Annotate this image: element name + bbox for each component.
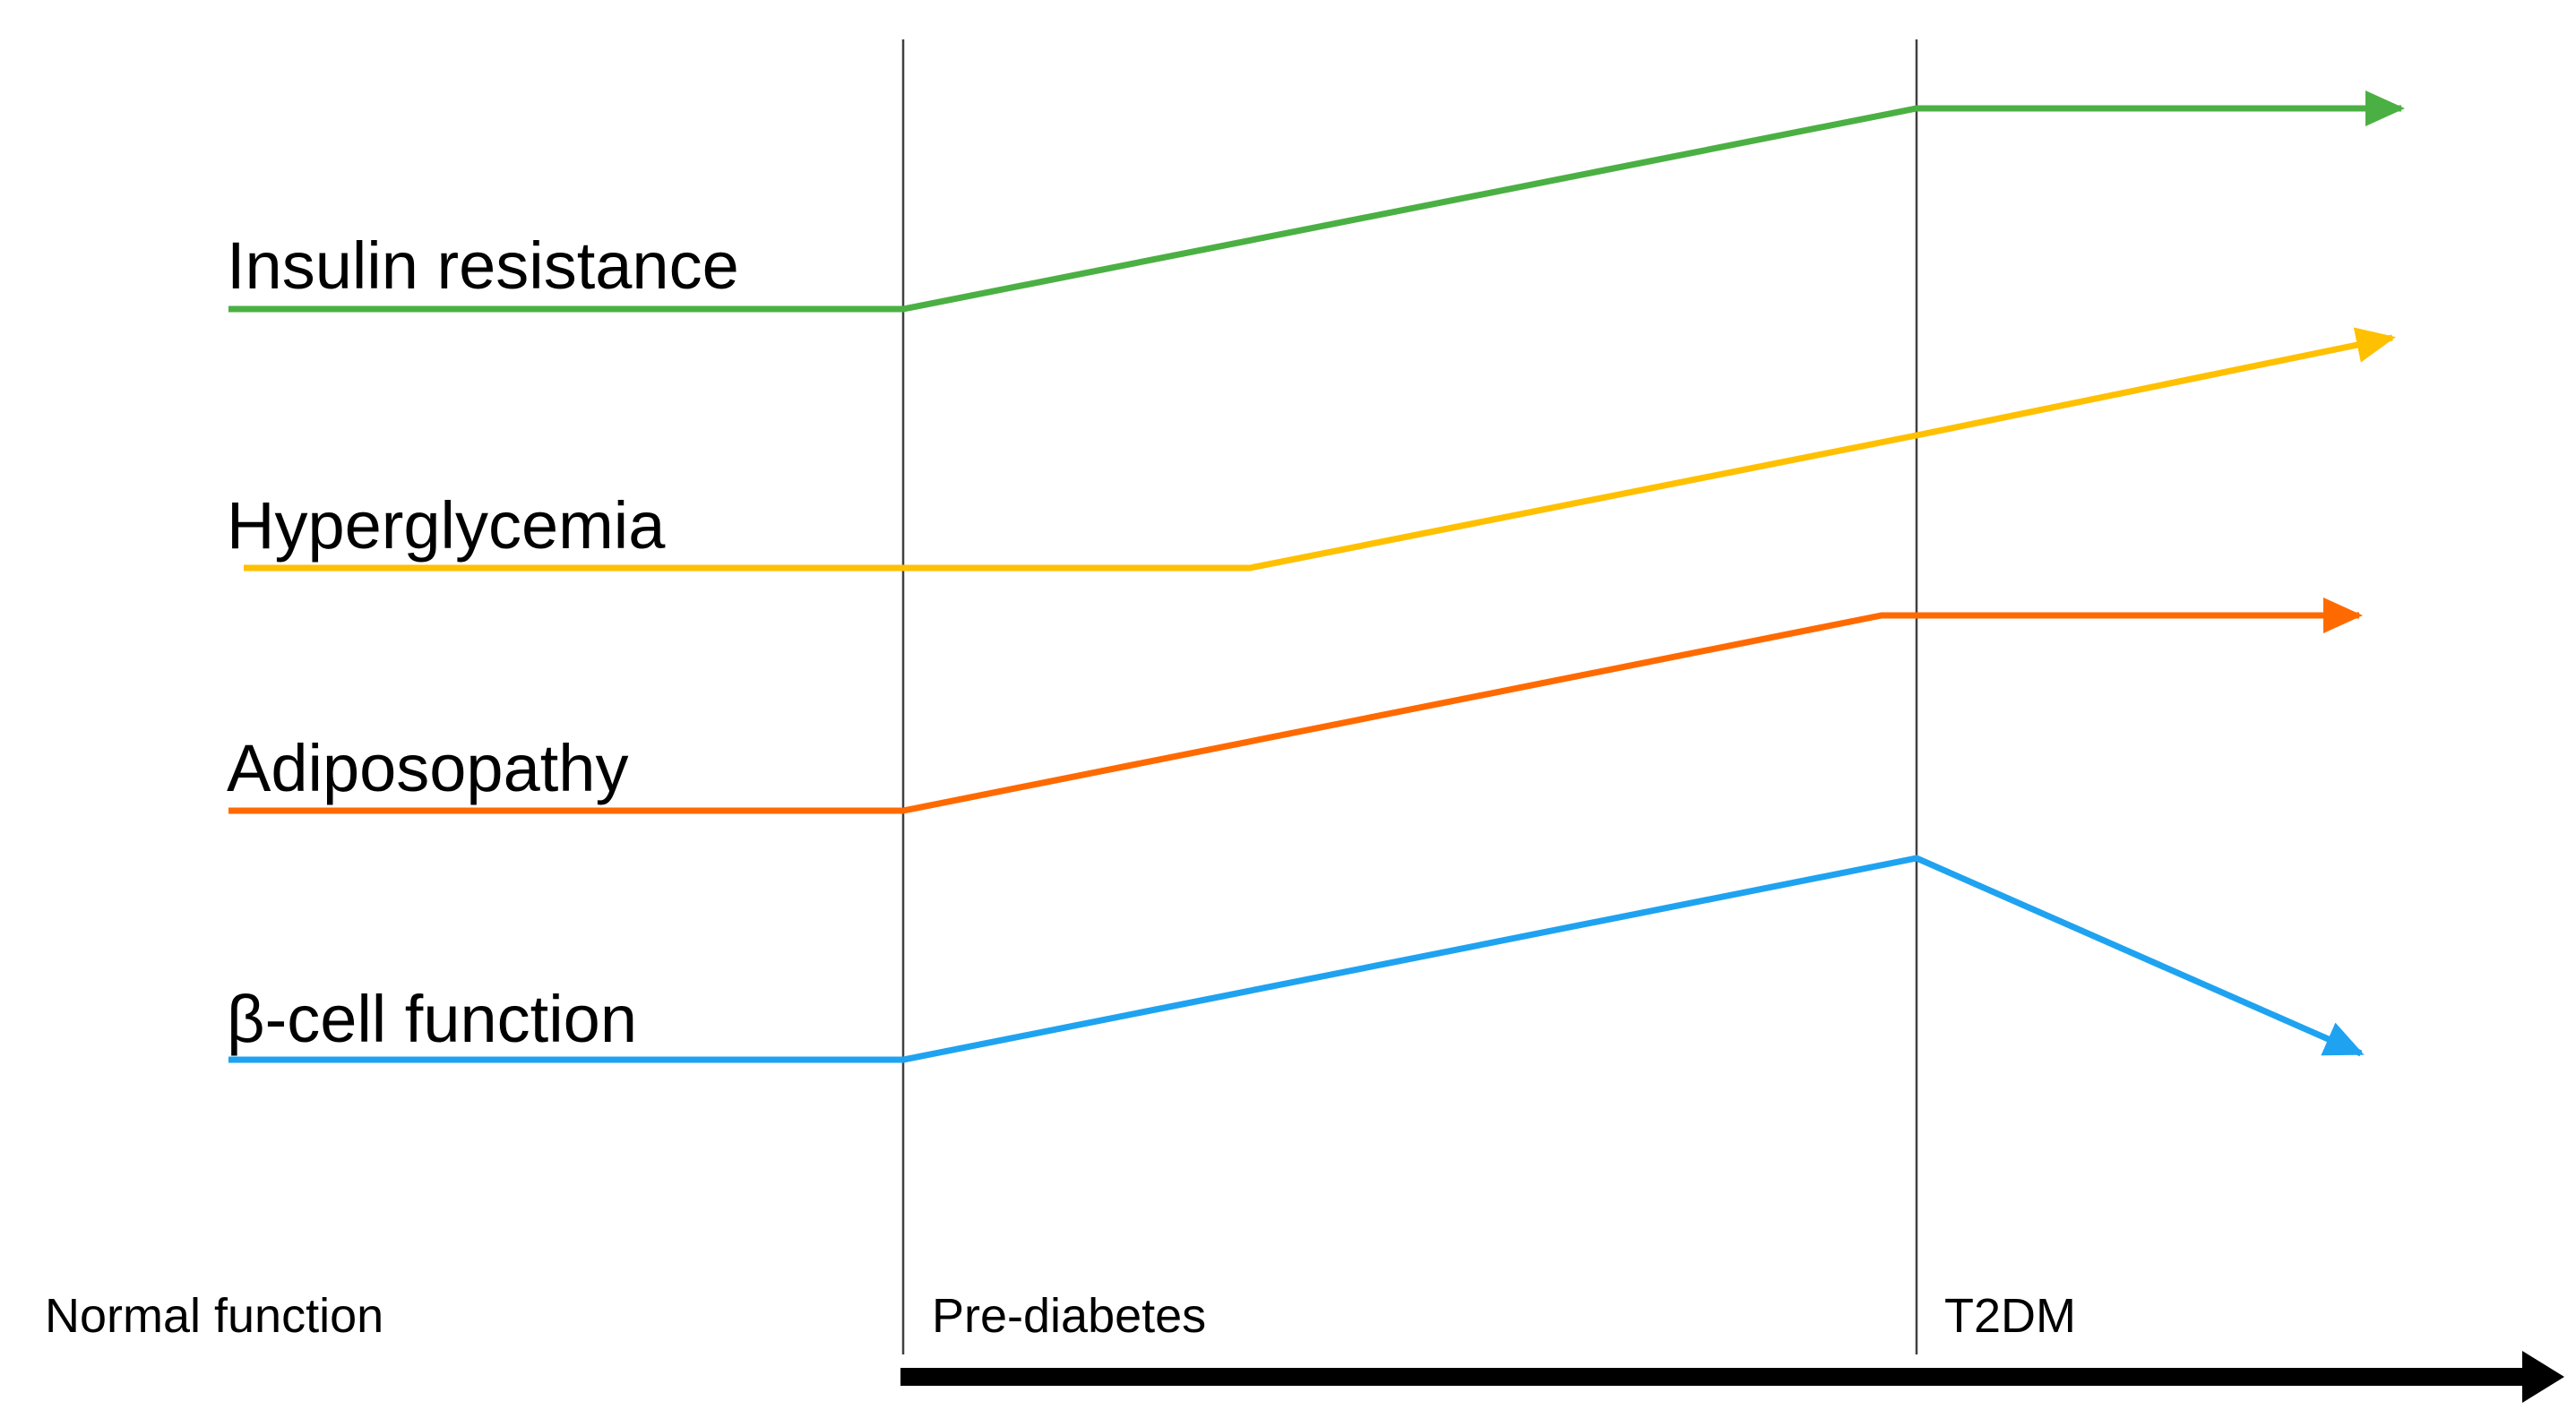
hyperglycemia-label: Hyperglycemia: [227, 488, 666, 563]
insulin-resistance-label: Insulin resistance: [227, 228, 739, 303]
phase-t2dm-label: T2DM: [1944, 1289, 2076, 1343]
phase-normal-function-label: Normal function: [45, 1289, 383, 1343]
adiposopathy-label: Adiposopathy: [227, 731, 628, 805]
hyperglycemia-line: [244, 327, 2396, 572]
phase-prediabetes-label: Pre-diabetes: [932, 1289, 1206, 1343]
adiposopathy-line: [228, 597, 2363, 814]
beta-cell-function-line: [228, 855, 2365, 1063]
beta-cell-function-label: β-cell function: [227, 982, 637, 1056]
insulin-resistance-line: [228, 90, 2405, 313]
progression-arrow-head: [2522, 1351, 2564, 1403]
